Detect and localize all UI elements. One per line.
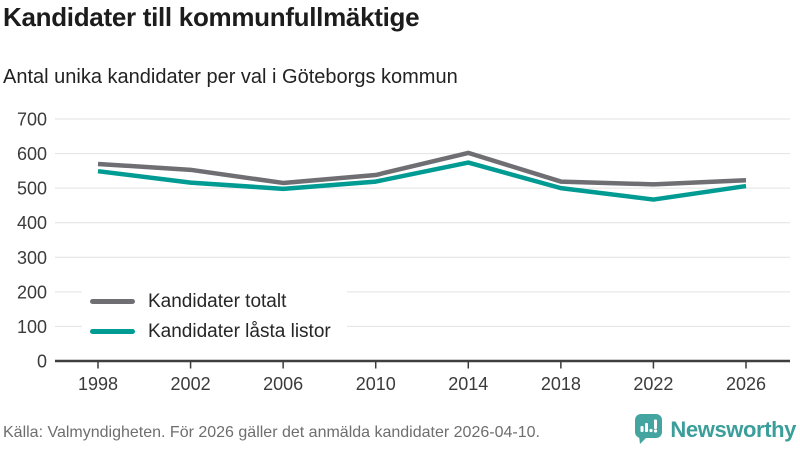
y-axis-label: 700 (17, 110, 47, 130)
x-axis-label: 2018 (541, 374, 581, 394)
legend-swatch-lasta-listor (90, 329, 135, 334)
y-axis-label: 0 (37, 352, 47, 372)
newsworthy-logo-icon (635, 414, 663, 444)
legend-swatch-totalt (90, 299, 135, 304)
series-line-kandidater-lasta-listor (97, 160, 747, 202)
x-axis-label: 2014 (448, 374, 488, 394)
y-axis-label: 400 (17, 213, 47, 233)
y-axis-label: 200 (17, 282, 47, 302)
y-axis-label: 500 (17, 179, 47, 199)
y-axis-label: 300 (17, 248, 47, 268)
legend-label-lasta-listor: Kandidater låsta listor (148, 320, 331, 342)
legend-label-totalt: Kandidater totalt (148, 290, 287, 312)
source-note: Källa: Valmyndigheten. För 2026 gäller d… (3, 424, 540, 441)
x-axis-label: 2010 (356, 374, 396, 394)
x-axis-label: 2022 (633, 374, 673, 394)
newsworthy-brand-name: Newsworthy (670, 416, 796, 442)
y-axis-label: 100 (17, 317, 47, 337)
series-line-kandidater-totalt (97, 150, 747, 187)
page-title: Kandidater till kommunfullmäktige (3, 2, 420, 32)
page-subtitle: Antal unika kandidater per val i Götebor… (3, 66, 458, 88)
legend-item-totalt: Kandidater totalt (90, 288, 331, 315)
x-axis-label: 2006 (263, 374, 303, 394)
newsworthy-brand: Newsworthy (635, 414, 796, 445)
x-axis-label: 1998 (78, 374, 118, 394)
legend-item-lasta-listor: Kandidater låsta listor (90, 318, 331, 345)
x-axis-label: 2002 (171, 374, 211, 394)
x-axis-label: 2026 (726, 374, 766, 394)
y-axis-label: 600 (17, 144, 47, 164)
legend: Kandidater totalt Kandidater låsta listo… (82, 281, 347, 352)
